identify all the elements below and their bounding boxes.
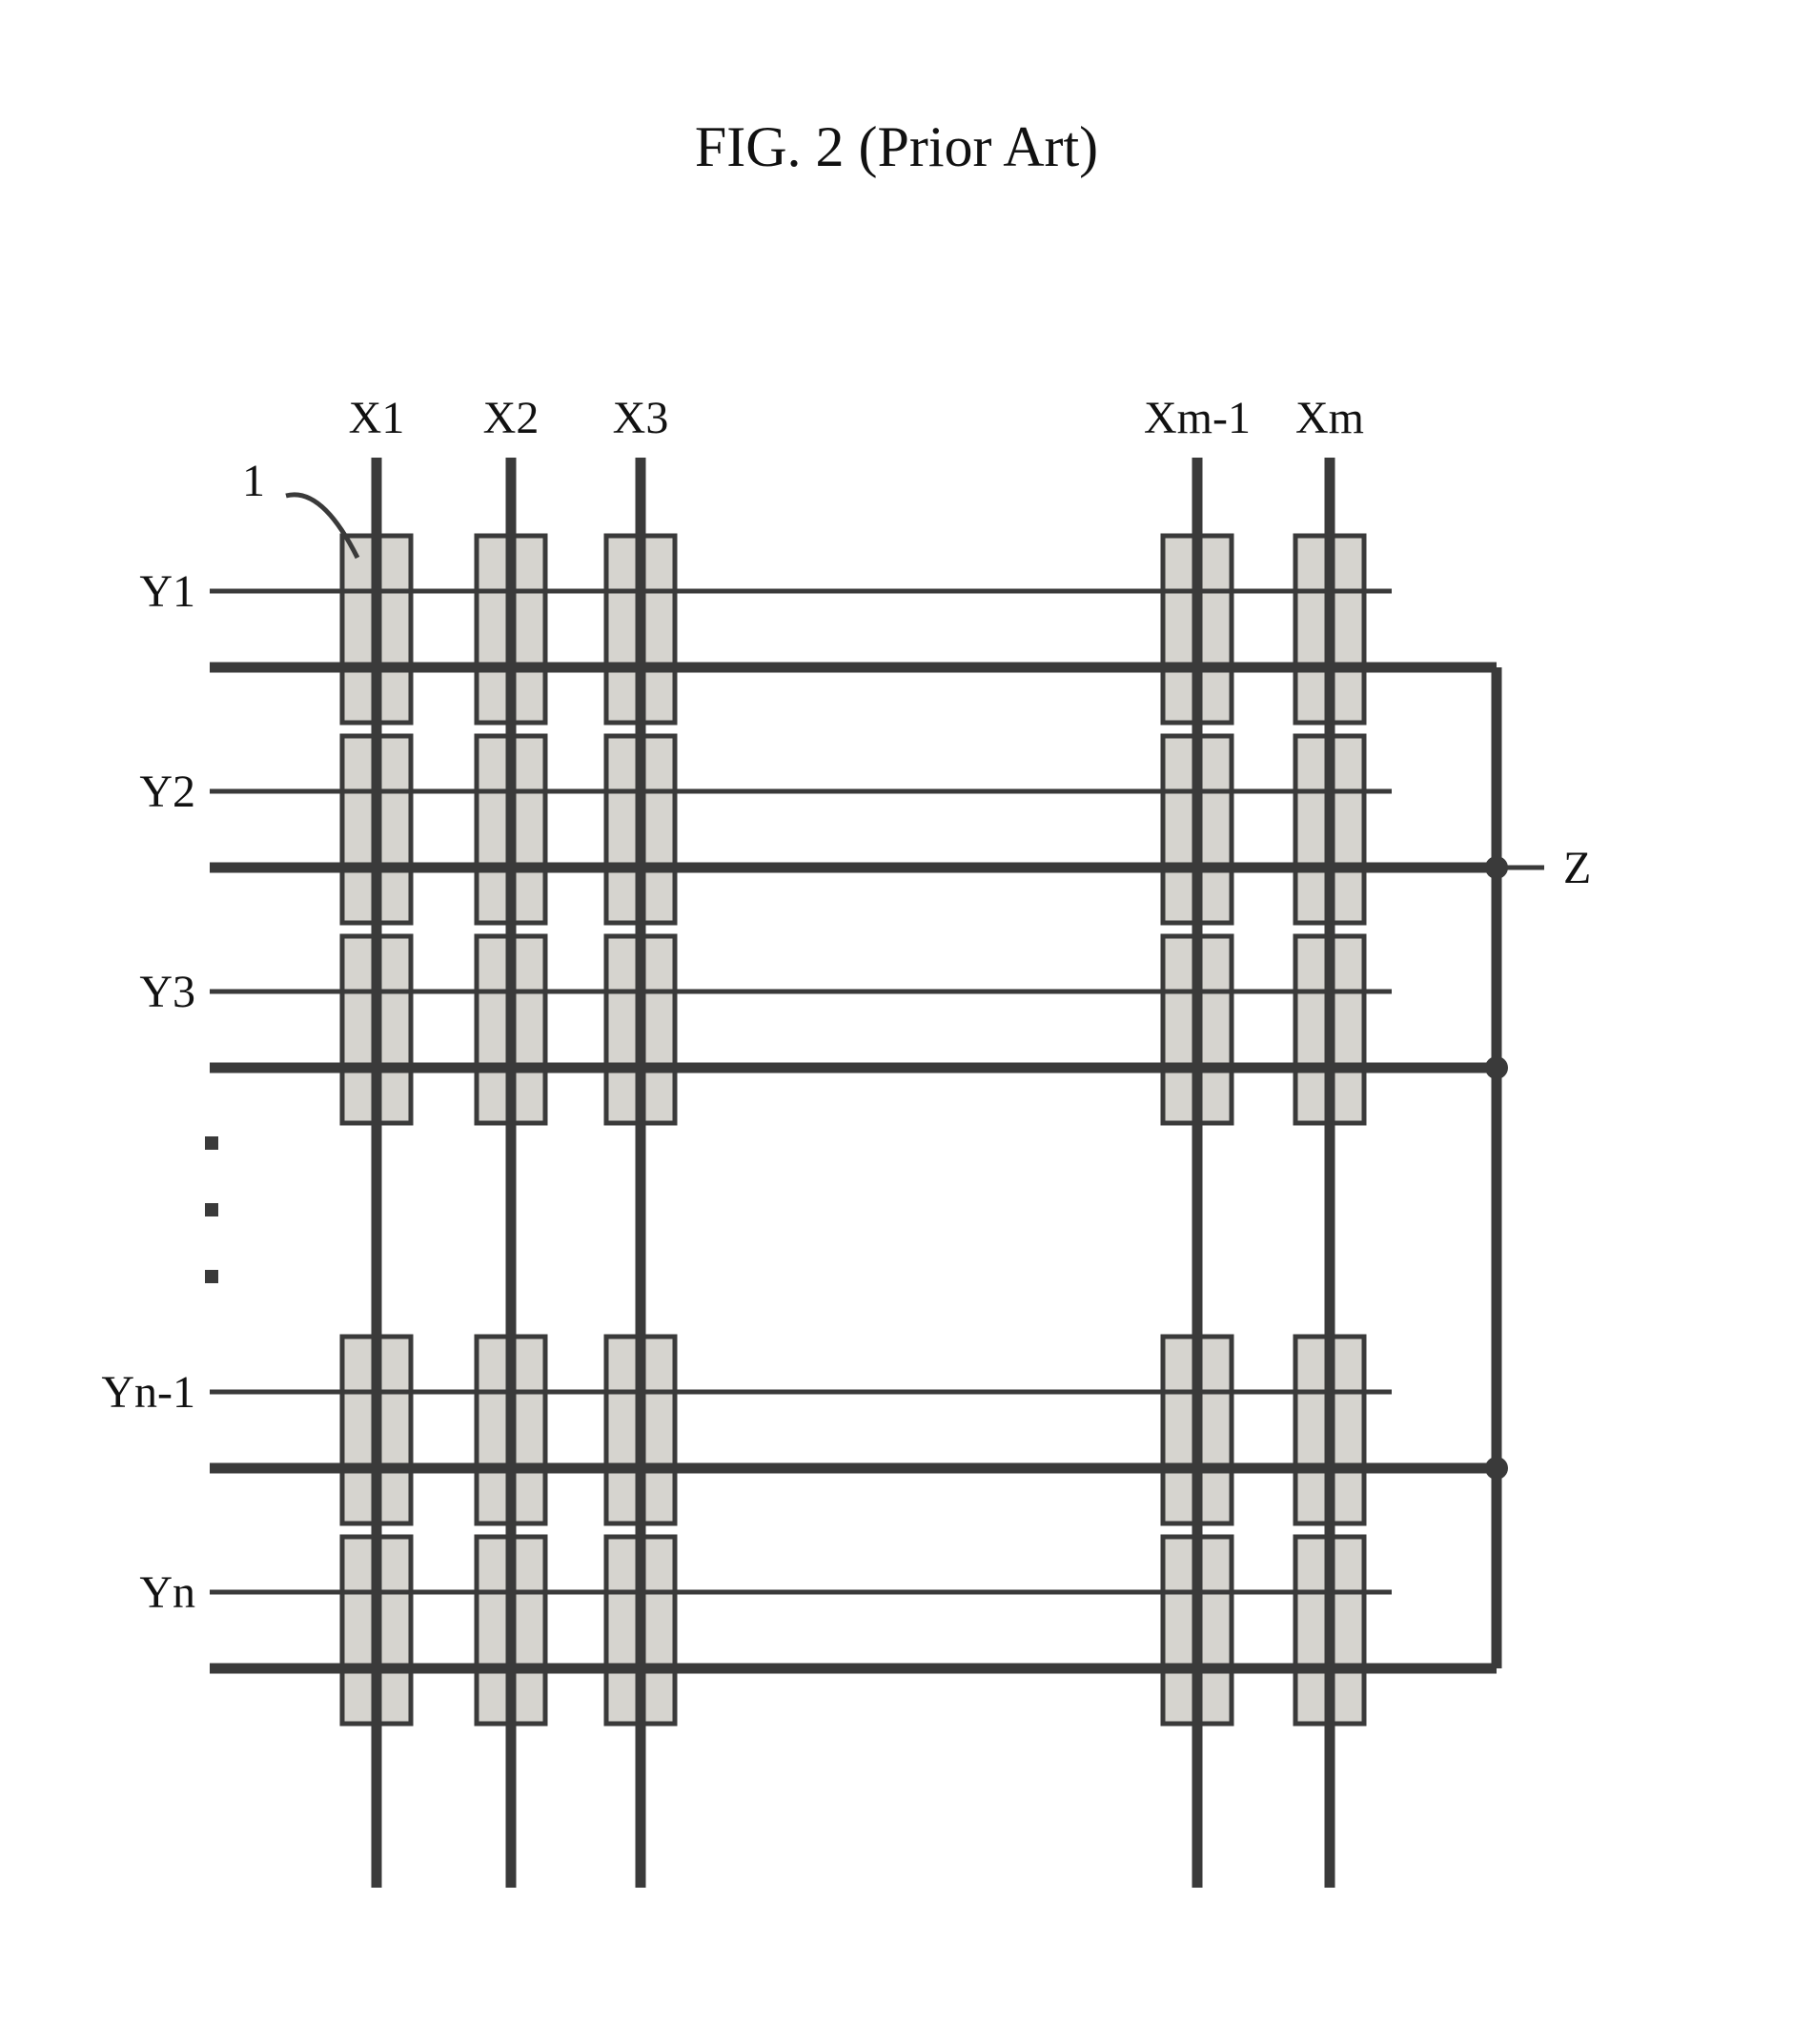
y-label: Yn bbox=[139, 1567, 195, 1618]
x-label: Xm bbox=[1295, 393, 1364, 443]
ellipsis-dot bbox=[205, 1270, 218, 1283]
z-node-dot bbox=[1485, 1056, 1508, 1079]
y-label: Y1 bbox=[139, 566, 195, 617]
z-label: Z bbox=[1563, 843, 1591, 893]
x-label: X3 bbox=[613, 393, 669, 443]
ellipsis-dot bbox=[205, 1203, 218, 1216]
ref-1-label: 1 bbox=[242, 456, 265, 506]
z-node-dot bbox=[1485, 1457, 1508, 1480]
label-layer: X1 X2 X3 Xm-1 Xm Y1 Y2 Y3 Yn-1 Yn Z 1 bbox=[101, 393, 1591, 1618]
y-label: Yn-1 bbox=[101, 1367, 195, 1418]
cell-fill-layer bbox=[342, 536, 1364, 1724]
x-label: X1 bbox=[349, 393, 405, 443]
diagram-canvas: X1 X2 X3 Xm-1 Xm Y1 Y2 Y3 Yn-1 Yn Z 1 bbox=[0, 0, 1793, 2044]
y-label: Y2 bbox=[139, 766, 195, 817]
ellipsis-dot bbox=[205, 1136, 218, 1150]
x-label: Xm-1 bbox=[1144, 393, 1251, 443]
x-label: X2 bbox=[483, 393, 540, 443]
y-label: Y3 bbox=[139, 967, 195, 1017]
